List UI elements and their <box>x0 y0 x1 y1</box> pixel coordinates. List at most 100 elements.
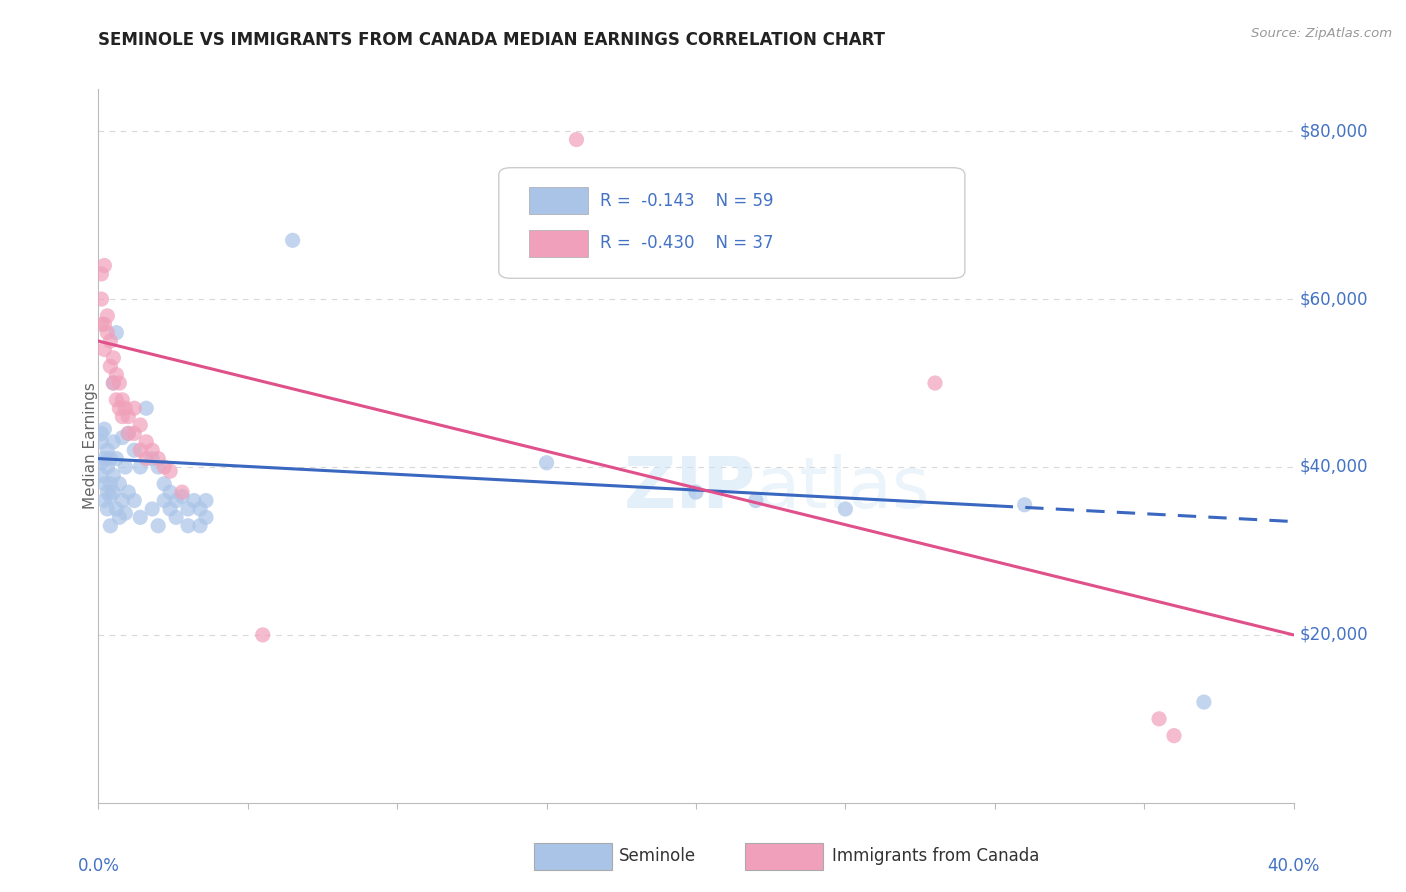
Point <box>105 368 128 382</box>
Point <box>108 376 131 390</box>
Point <box>108 401 131 416</box>
Point <box>96 460 118 475</box>
Point <box>103 485 125 500</box>
Point <box>93 493 115 508</box>
Point <box>129 510 152 524</box>
Point <box>153 476 176 491</box>
Point <box>111 493 134 508</box>
Point <box>165 510 187 524</box>
Point <box>148 518 170 533</box>
Point <box>105 451 128 466</box>
Point <box>111 431 134 445</box>
Point <box>90 292 112 306</box>
Text: R =  -0.143    N = 59: R = -0.143 N = 59 <box>600 192 773 210</box>
Point <box>96 309 118 323</box>
Point <box>536 456 558 470</box>
Point <box>124 426 146 441</box>
Point <box>96 443 118 458</box>
Point <box>252 628 274 642</box>
Point <box>124 443 146 458</box>
Point <box>148 460 170 475</box>
Point <box>103 468 125 483</box>
Point <box>194 493 218 508</box>
Point <box>90 426 112 441</box>
Point <box>93 422 115 436</box>
Point <box>188 502 211 516</box>
Point <box>124 493 146 508</box>
Point <box>159 485 181 500</box>
Text: R =  -0.430    N = 37: R = -0.430 N = 37 <box>600 235 773 252</box>
Text: $60,000: $60,000 <box>1299 290 1368 308</box>
Point <box>172 485 194 500</box>
Point <box>90 456 112 470</box>
Point <box>1147 712 1170 726</box>
Point <box>90 267 112 281</box>
Point <box>105 392 128 407</box>
Point <box>159 502 181 516</box>
Point <box>141 502 163 516</box>
Point <box>93 318 115 332</box>
Point <box>117 485 139 500</box>
Point <box>177 518 200 533</box>
Point <box>129 443 152 458</box>
Point <box>141 443 163 458</box>
Point <box>117 409 139 424</box>
Point <box>188 518 211 533</box>
Y-axis label: Median Earnings: Median Earnings <box>83 383 97 509</box>
Point <box>98 334 122 348</box>
Point <box>1163 729 1185 743</box>
Text: SEMINOLE VS IMMIGRANTS FROM CANADA MEDIAN EARNINGS CORRELATION CHART: SEMINOLE VS IMMIGRANTS FROM CANADA MEDIA… <box>98 31 886 49</box>
Point <box>281 233 304 247</box>
Point <box>111 392 134 407</box>
Point <box>153 493 176 508</box>
Point <box>1192 695 1215 709</box>
Point <box>105 326 128 340</box>
Point <box>103 376 125 390</box>
Point <box>117 426 139 441</box>
Point <box>129 417 152 432</box>
Text: $40,000: $40,000 <box>1299 458 1368 476</box>
Point <box>98 489 122 503</box>
Point <box>177 502 200 516</box>
Point <box>90 434 112 449</box>
Point <box>148 451 170 466</box>
FancyBboxPatch shape <box>529 230 588 257</box>
Point <box>114 460 136 475</box>
Point <box>108 476 131 491</box>
Text: $80,000: $80,000 <box>1299 122 1368 140</box>
Text: Immigrants from Canada: Immigrants from Canada <box>832 847 1039 865</box>
Point <box>93 476 115 491</box>
Point <box>111 409 134 424</box>
Point <box>685 485 707 500</box>
Point <box>90 468 112 483</box>
Text: ZIP: ZIP <box>623 454 756 524</box>
Point <box>745 493 768 508</box>
Point <box>129 460 152 475</box>
Point <box>124 401 146 416</box>
Point <box>565 132 588 146</box>
Point <box>93 259 115 273</box>
Point <box>159 464 181 478</box>
Point <box>105 502 128 516</box>
Point <box>98 476 122 491</box>
Point <box>834 502 856 516</box>
Point <box>96 326 118 340</box>
Point <box>153 460 176 475</box>
Point <box>183 493 205 508</box>
Point <box>114 506 136 520</box>
Point <box>103 376 125 390</box>
Text: Source: ZipAtlas.com: Source: ZipAtlas.com <box>1251 27 1392 40</box>
Point <box>114 401 136 416</box>
Point <box>1014 498 1036 512</box>
Text: 0.0%: 0.0% <box>77 857 120 875</box>
Text: $20,000: $20,000 <box>1299 626 1368 644</box>
Point <box>141 451 163 466</box>
Point <box>98 518 122 533</box>
Point <box>924 376 946 390</box>
Point <box>96 485 118 500</box>
FancyBboxPatch shape <box>499 168 965 278</box>
Point <box>135 401 157 416</box>
Point <box>98 359 122 374</box>
Text: atlas: atlas <box>756 454 931 524</box>
Point <box>96 502 118 516</box>
